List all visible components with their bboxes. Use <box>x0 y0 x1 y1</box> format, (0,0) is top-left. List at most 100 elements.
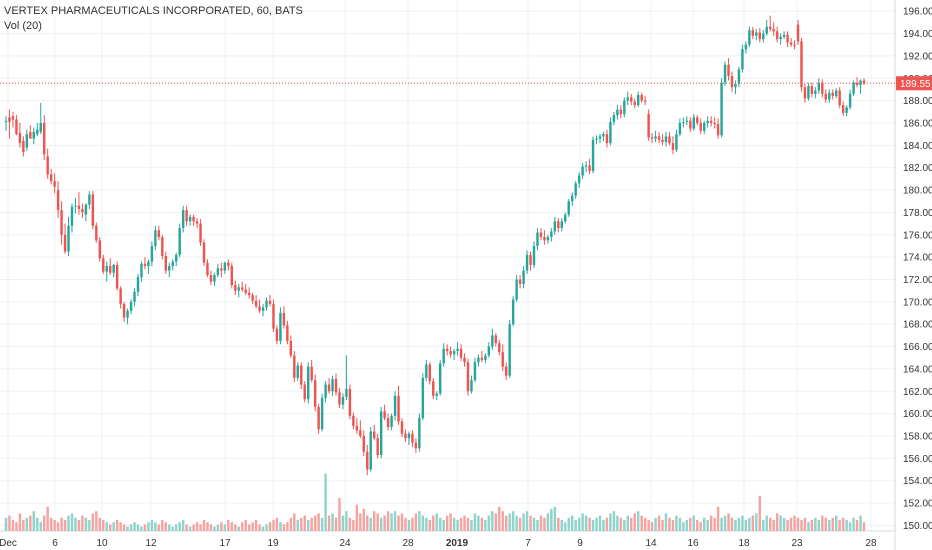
candle-body <box>685 120 689 122</box>
candle-body <box>539 232 543 237</box>
volume-bar <box>432 515 435 531</box>
volume-bar <box>518 517 522 531</box>
volume-bar <box>77 520 81 531</box>
candle-body <box>22 140 25 153</box>
volume-bar <box>91 513 95 531</box>
volume-bar <box>279 522 282 531</box>
volume-bar <box>515 515 518 531</box>
volume-bar <box>477 515 480 531</box>
candle-body <box>859 80 862 85</box>
candle-body <box>206 262 209 276</box>
volume-bar <box>484 520 487 531</box>
volume-bar <box>88 520 91 531</box>
candle-body <box>36 129 39 135</box>
candle-body <box>452 351 456 355</box>
candle-body <box>300 365 303 385</box>
volume-bar <box>32 511 36 531</box>
volume-bar <box>386 511 390 531</box>
volume-bar <box>105 522 108 531</box>
candle-body <box>616 109 619 116</box>
candle-body <box>810 86 814 94</box>
candle-body <box>581 166 584 176</box>
candle-body <box>154 230 157 246</box>
candle-body <box>657 136 661 140</box>
volume-bar <box>668 517 671 531</box>
candle-body <box>518 279 522 284</box>
candle-body <box>230 266 234 286</box>
candle-body <box>327 384 331 392</box>
candle-body <box>689 120 692 129</box>
candle-body <box>282 313 286 326</box>
candle-body <box>709 120 713 123</box>
volume-bar <box>525 511 529 531</box>
candle-body <box>675 134 678 150</box>
volume-bar <box>345 511 348 531</box>
candle-body <box>386 418 390 428</box>
candle-body <box>313 380 317 407</box>
candle-body <box>536 232 539 246</box>
y-tick-label: 192.00 <box>903 51 932 62</box>
volume-bar <box>834 515 838 531</box>
candle-body <box>862 80 866 84</box>
candle-body <box>247 292 251 296</box>
candle-body <box>473 362 477 381</box>
candle-body <box>751 30 755 36</box>
volume-bar <box>768 517 772 531</box>
y-tick-label: 178.00 <box>903 208 932 219</box>
volume-bar <box>630 517 633 531</box>
candle-body <box>46 156 49 175</box>
volume-bar <box>108 524 112 531</box>
candle-body <box>633 101 636 106</box>
candle-body <box>397 395 400 422</box>
volume-bar <box>584 515 588 531</box>
candle-body <box>411 433 414 443</box>
volume-bar <box>609 513 612 531</box>
candle-body <box>636 95 640 106</box>
volume-bar <box>133 522 136 531</box>
candle-body <box>359 430 362 436</box>
candle-body <box>838 90 841 106</box>
candle-body <box>522 270 525 284</box>
volume-bar <box>671 520 675 531</box>
volume-bar <box>42 515 46 531</box>
volume-bar <box>352 520 355 531</box>
x-tick-label: 7 <box>525 538 531 549</box>
volume-bar <box>178 522 181 531</box>
x-tick-label: 14 <box>645 538 657 549</box>
candle-body <box>511 299 515 325</box>
candle-body <box>133 291 136 302</box>
volume-bar <box>828 520 831 531</box>
volume-bar <box>223 524 227 531</box>
volume-bar <box>817 520 821 531</box>
volume-bar <box>157 524 161 531</box>
volume-bar <box>723 515 727 531</box>
y-tick-label: 184.00 <box>903 141 932 152</box>
y-tick-label: 166.00 <box>903 342 932 353</box>
volume-bar <box>456 520 459 531</box>
volume-indicator-label: Vol (20) <box>4 20 42 32</box>
volume-bar <box>317 513 320 531</box>
candle-body <box>671 143 675 150</box>
volume-bar <box>313 515 317 531</box>
volume-bar <box>543 517 546 531</box>
volume-bar <box>49 517 53 531</box>
candle-body <box>550 231 553 237</box>
volume-bar <box>762 520 765 531</box>
candle-body <box>296 365 300 378</box>
candle-body <box>741 49 744 70</box>
candle-body <box>438 363 442 394</box>
candle-body <box>470 380 473 392</box>
volume-bar <box>421 515 425 531</box>
candle-body <box>418 418 421 449</box>
volume-bar <box>126 526 129 531</box>
volume-bar <box>282 524 286 531</box>
candle-body <box>612 115 616 122</box>
candle-body <box>11 116 15 120</box>
volume-bar <box>112 522 115 531</box>
y-tick-label: 180.00 <box>903 186 932 197</box>
volume-bar <box>782 517 786 531</box>
volume-bar <box>206 522 209 531</box>
candle-body <box>626 97 630 101</box>
volume-bar <box>268 522 272 531</box>
